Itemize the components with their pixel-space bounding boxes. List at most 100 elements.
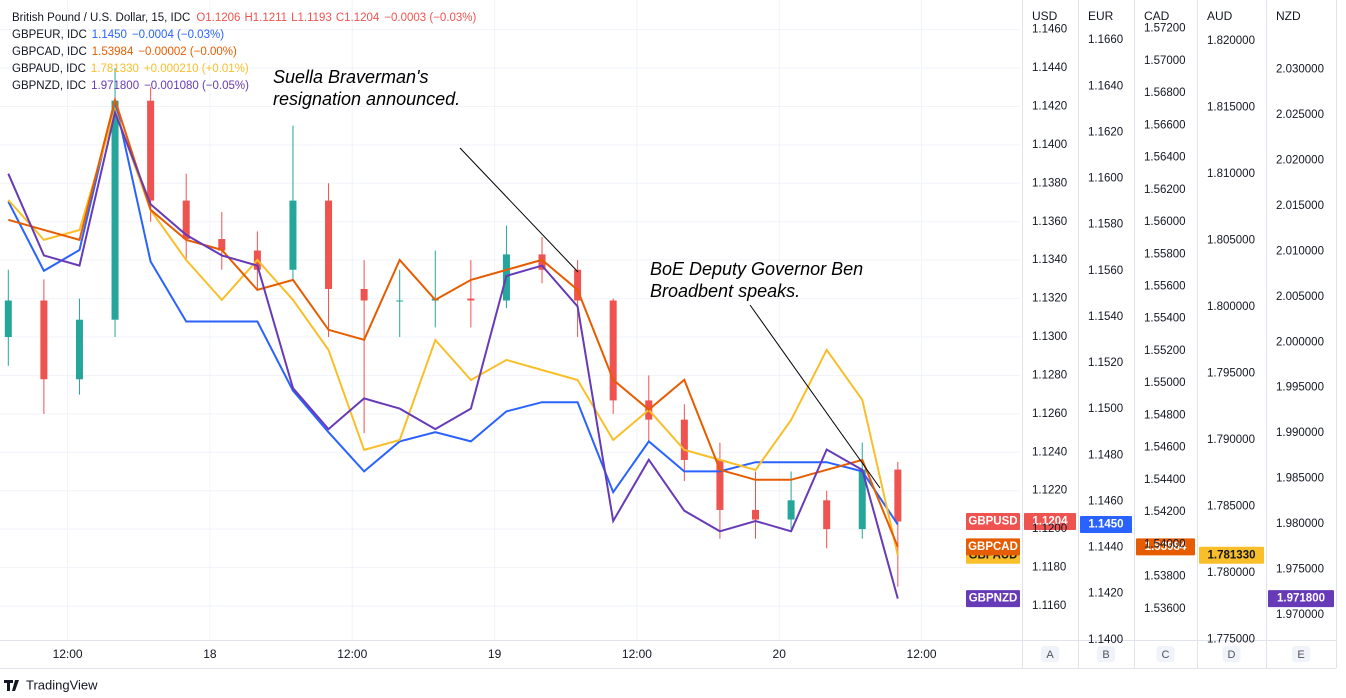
y-tick-label: 1.54400 — [1144, 474, 1186, 486]
candle-body — [4, 300, 12, 338]
y-tick-label: 1.1180 — [1032, 562, 1066, 574]
y-tick-label: 1.1520 — [1088, 357, 1123, 369]
x-tick-label: 12:00 — [337, 647, 367, 661]
ohlc-value: O1.1206 — [196, 12, 240, 24]
y-tick-label: 1.1240 — [1032, 446, 1067, 458]
y-tick-label: 1.55600 — [1144, 281, 1186, 293]
x-tick-label: 12:00 — [907, 647, 937, 661]
axis-header-bg — [1135, 0, 1197, 30]
x-tick-label: 12:00 — [622, 647, 652, 661]
legend-label: British Pound / U.S. Dollar, 15, IDC — [12, 12, 190, 24]
name-tag-bg — [966, 538, 1020, 556]
candle-body — [752, 509, 760, 520]
value-tag-bg — [1080, 515, 1132, 533]
y-tick-label: 1.57000 — [1144, 55, 1186, 67]
legend-value: 1.53984 — [92, 46, 134, 58]
candle-body — [325, 200, 333, 289]
y-tick-label: 2.010000 — [1276, 245, 1324, 257]
y-tick-label: 1.990000 — [1276, 427, 1324, 439]
y-tick-label: 1.53800 — [1144, 571, 1186, 583]
legend-label: GBPAUD, IDC — [12, 63, 86, 75]
y-tick-label: 1.1360 — [1032, 216, 1067, 228]
y-tick-label: 1.1640 — [1088, 80, 1123, 92]
y-tick-label: 1.55200 — [1144, 345, 1186, 357]
y-tick-label: 1.56200 — [1144, 184, 1186, 196]
brand: TradingView — [26, 677, 98, 692]
axis-title: USD — [1032, 9, 1058, 23]
y-tick-label: 1.795000 — [1207, 367, 1255, 379]
annotation-arrow — [749, 304, 881, 489]
name-tag-bg — [966, 512, 1020, 530]
y-tick-label: 1.775000 — [1207, 633, 1255, 645]
brand-logo — [4, 680, 19, 691]
candle-body — [147, 100, 155, 201]
y-tick-label: 1.815000 — [1207, 101, 1255, 113]
candle-body — [716, 459, 724, 510]
legend-value: 1.971800 — [91, 80, 139, 92]
value-tag: 1.53984 — [1145, 541, 1187, 553]
y-tick-label: 1.1380 — [1032, 177, 1067, 189]
y-tick-label: 1.1340 — [1032, 254, 1067, 266]
y-tick-label: 2.000000 — [1276, 336, 1324, 348]
y-tick-label: 1.980000 — [1276, 518, 1324, 530]
y-tick-label: 1.1400 — [1088, 634, 1123, 646]
y-tick-label: 1.1260 — [1032, 408, 1067, 420]
y-tick-label: 2.020000 — [1276, 154, 1324, 166]
price-line — [7, 99, 899, 526]
axis-letter: A — [1046, 649, 1054, 661]
ohlc-value: L1.1193 — [291, 12, 332, 24]
y-tick-label: 1.820000 — [1207, 35, 1255, 47]
candle-body — [218, 239, 226, 251]
legend-label: GBPEUR, IDC — [12, 29, 87, 41]
axis-letter-box — [1156, 646, 1175, 662]
y-tick-label: 1.1460 — [1032, 24, 1067, 36]
y-tick-label: 1.55800 — [1144, 248, 1186, 260]
legend-value: 1.1450 — [92, 29, 127, 41]
y-tick-label: 1.995000 — [1276, 382, 1324, 394]
ohlc-value: C1.1204 — [336, 12, 380, 24]
y-tick-label: 1.1280 — [1032, 369, 1067, 381]
price-line — [8, 96, 899, 548]
change: −0.0004 (−0.03%) — [132, 29, 224, 41]
candle-body — [111, 100, 119, 320]
y-tick-label: 1.1420 — [1088, 588, 1123, 600]
candle-body — [538, 254, 546, 270]
annotation-text: Suella Braverman's — [273, 67, 429, 87]
x-tick-label: 19 — [488, 647, 502, 661]
y-tick-label: 1.56800 — [1144, 87, 1186, 99]
axis-header-bg — [1267, 0, 1336, 30]
y-tick-label: 1.54000 — [1144, 538, 1186, 550]
value-tag-bg — [1268, 590, 1334, 608]
y-tick-label: 1.55000 — [1144, 377, 1186, 389]
y-tick-label: 1.1160 — [1032, 600, 1066, 612]
value-tag-bg — [1024, 512, 1076, 530]
name-tag: GBPUSD — [968, 515, 1017, 527]
y-tick-label: 1.53600 — [1144, 603, 1186, 615]
legend-label: GBPCAD, IDC — [12, 46, 87, 58]
y-tick-label: 1.1480 — [1088, 449, 1123, 461]
candle-body — [396, 300, 404, 302]
y-tick-label: 2.030000 — [1276, 63, 1324, 75]
legend-row: GBPEUR, IDC 1.1450 −0.0004 (−0.03%) — [12, 29, 224, 41]
y-tick-label: 1.1580 — [1088, 219, 1123, 231]
x-tick-label: 12:00 — [53, 647, 83, 661]
legend-row: British Pound / U.S. Dollar, 15, IDC O1.1… — [12, 12, 477, 24]
y-tick-label: 2.025000 — [1276, 109, 1324, 121]
y-tick-label: 1.1440 — [1032, 62, 1067, 74]
y-tick-label: 1.54600 — [1144, 442, 1186, 454]
candle-body — [894, 469, 902, 522]
y-tick-label: 1.785000 — [1207, 500, 1255, 512]
axis-letter-box — [1041, 646, 1059, 662]
legend-value: 1.781330 — [91, 63, 139, 75]
candle-body — [40, 300, 48, 380]
y-tick-label: 1.790000 — [1207, 434, 1255, 446]
y-tick-label: 1.1420 — [1032, 100, 1067, 112]
legend-label: GBPNZD, IDC — [12, 80, 86, 92]
axis-letter-box — [1292, 646, 1310, 662]
candle-body — [289, 200, 297, 270]
value-tag: 1.781330 — [1208, 549, 1256, 561]
ohlc-value: H1.1211 — [244, 12, 287, 24]
axis-header-bg — [1023, 0, 1078, 30]
name-tag-bg — [966, 590, 1020, 608]
